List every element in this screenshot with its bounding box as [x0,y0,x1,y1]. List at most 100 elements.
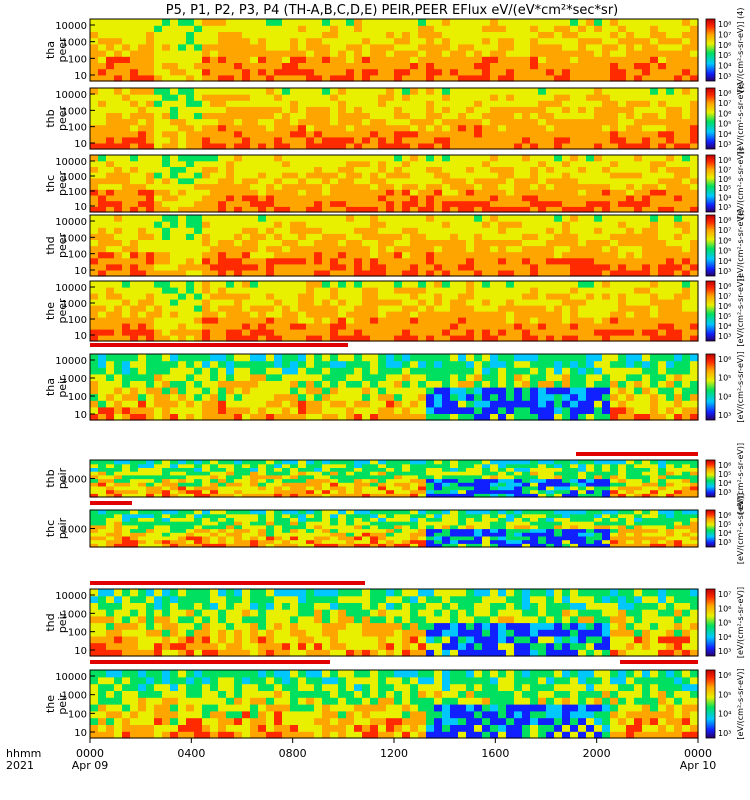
heat-cell [258,299,267,306]
heat-cell [482,118,491,126]
heat-cell [362,112,371,120]
heat-cell [250,183,259,190]
heat-cell [570,25,579,32]
colorbar-unit-label: [eV/(cm²-s-sr-eV)] [736,83,745,154]
heat-cell [202,94,211,101]
heat-cell [106,233,115,240]
heat-cell [602,233,611,240]
heat-cell [154,489,163,494]
heat-cell [290,68,299,76]
heat-cell [322,112,331,120]
heat-cell [274,189,283,196]
heat-cell [274,393,283,401]
heat-cell [274,233,283,240]
heat-cell [426,43,435,51]
heat-cell [514,68,523,76]
heat-cell [258,106,267,113]
heat-cell [90,233,99,240]
heat-cell [402,227,411,234]
heat-cell [394,400,403,408]
heat-cell [674,263,683,271]
heat-cell [626,354,635,362]
heat-cell [674,281,683,288]
heat-cell [690,215,699,222]
heat-cell [202,467,211,472]
heat-cell [362,299,371,306]
heat-cell [218,215,227,222]
heat-cell [618,155,627,162]
heat-cell [554,88,563,95]
heat-cell [346,311,355,318]
heat-cell [418,373,427,381]
heat-cell [402,37,411,45]
heat-cell [146,387,155,395]
heat-cell [690,206,699,213]
heat-cell [162,215,171,222]
heat-cell [362,305,371,312]
heat-cell [354,287,363,294]
heat-cell [330,311,339,318]
heat-cell [266,305,275,312]
heat-cell [226,393,235,401]
colorbar-tick-label: 10⁴ [718,194,731,203]
heat-cell [658,215,667,222]
heat-cell [98,460,107,465]
heat-cell [122,206,131,213]
heat-cell [682,56,691,63]
heat-cell [610,221,619,228]
heat-cell [338,305,347,312]
heat-cell [474,68,483,76]
heat-cell [418,43,427,51]
heat-cell [626,118,635,126]
heat-cell [210,130,219,138]
heat-cell [402,136,411,144]
heat-cell [474,406,483,414]
heat-cell [394,142,403,150]
heat-cell [354,206,363,213]
heat-cell [402,233,411,240]
heat-cell [282,88,291,95]
species-label: peer [56,37,69,63]
heat-cell [594,245,603,253]
heat-cell [466,62,475,70]
heat-cell [626,19,635,26]
heat-cell [346,206,355,213]
heat-cell [266,299,275,306]
heat-cell [218,43,227,51]
heat-cell [234,183,243,190]
heat-cell [354,221,363,228]
heat-cell [594,200,603,207]
heat-cell [98,124,107,132]
heat-cell [138,471,147,476]
heat-cell [490,118,499,126]
heat-cell [458,177,467,185]
heat-cell [378,19,387,26]
heat-cell [522,100,531,107]
heat-cell [362,413,371,421]
heat-cell [402,118,411,126]
heat-cell [538,206,547,213]
heat-cell [426,31,435,39]
heat-cell [570,299,579,306]
heat-cell [538,112,547,120]
heat-cell [674,194,683,202]
heat-cell [538,335,547,342]
heat-cell [554,287,563,294]
heat-cell [106,31,115,39]
heat-cell [394,155,403,162]
heat-cell [138,177,147,185]
heat-cell [418,221,427,228]
heat-cell [362,177,371,185]
heat-cell [314,493,323,498]
heat-cell [98,62,107,70]
heat-cell [506,227,515,234]
heat-cell [410,251,419,259]
heat-cell [402,74,411,82]
heat-cell [98,360,107,368]
heat-cell [218,206,227,213]
heat-cell [682,400,691,408]
heat-cell [330,160,339,167]
heat-cell [170,130,179,138]
heat-cell [186,387,195,395]
